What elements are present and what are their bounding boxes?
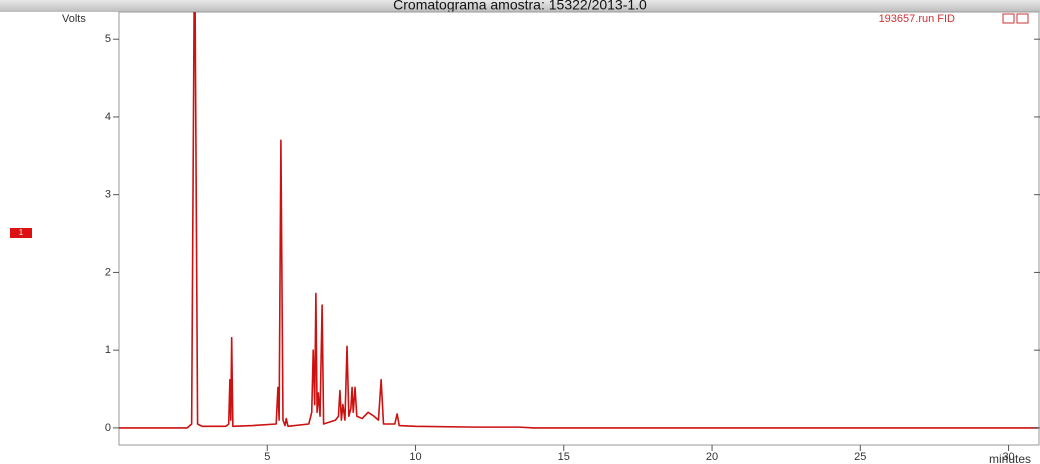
trace-marker-label: 1 (19, 228, 24, 237)
plot-area (119, 12, 1039, 429)
y-tick-label: 0 (105, 422, 111, 434)
trace-marker (10, 228, 32, 238)
x-tick-label: 15 (558, 451, 570, 463)
window-icon (1002, 13, 1015, 24)
x-tick-label: 5 (264, 451, 270, 463)
y-tick-label: 3 (105, 189, 111, 201)
title-bar (0, 0, 1040, 12)
y-tick-label: 4 (105, 111, 111, 123)
legend-entry: 193657.run FID (879, 13, 955, 25)
y-tick-label: 2 (105, 266, 111, 278)
y-axis-label: Volts (62, 13, 86, 25)
y-tick-label: 5 (105, 33, 111, 45)
x-tick-label: 20 (706, 451, 718, 463)
x-tick-label: 10 (409, 451, 421, 463)
x-tick-label: 25 (854, 451, 866, 463)
y-tick-label: 1 (105, 344, 111, 356)
chart-title: Cromatograma amostra: 15322/2013-1.0 (393, 0, 647, 13)
plot-frame (118, 11, 1040, 446)
x-tick-label: 30 (1002, 451, 1014, 463)
close-icon (1016, 13, 1029, 24)
x-axis-label: minutes (989, 452, 1031, 464)
trace-line (119, 12, 1039, 429)
